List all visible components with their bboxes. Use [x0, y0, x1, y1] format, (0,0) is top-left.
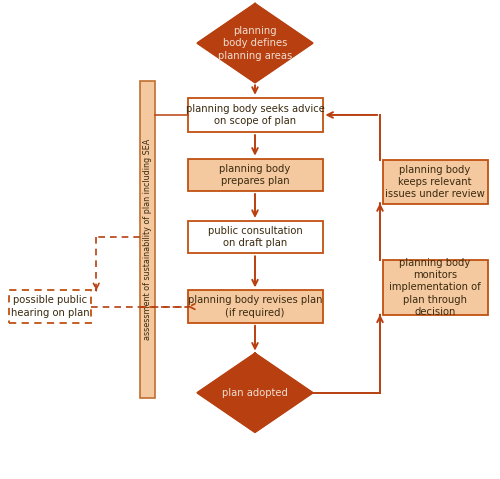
Text: planning body
monitors
implementation of
plan through
decision: planning body monitors implementation of… — [389, 258, 481, 317]
FancyBboxPatch shape — [188, 98, 322, 132]
FancyBboxPatch shape — [140, 81, 155, 398]
Text: plan adopted: plan adopted — [222, 388, 288, 398]
Polygon shape — [198, 354, 312, 432]
Text: planning body
keeps relevant
issues under review: planning body keeps relevant issues unde… — [385, 165, 485, 199]
FancyBboxPatch shape — [382, 260, 488, 315]
Text: possible public
hearing on plan: possible public hearing on plan — [10, 296, 90, 318]
Text: planning body
prepares plan: planning body prepares plan — [220, 164, 290, 186]
FancyBboxPatch shape — [188, 290, 322, 323]
Text: planning body seeks advice
on scope of plan: planning body seeks advice on scope of p… — [186, 104, 324, 126]
FancyBboxPatch shape — [9, 290, 91, 323]
Text: public consultation
on draft plan: public consultation on draft plan — [208, 226, 302, 248]
Polygon shape — [198, 4, 312, 82]
Text: assessment of sustainability of plan including SEA: assessment of sustainability of plan inc… — [143, 139, 152, 340]
FancyBboxPatch shape — [382, 160, 488, 204]
FancyBboxPatch shape — [188, 221, 322, 253]
Text: planning body revises plan
(if required): planning body revises plan (if required) — [188, 296, 322, 318]
FancyBboxPatch shape — [188, 159, 322, 191]
Text: planning
body defines
planning areas: planning body defines planning areas — [218, 26, 292, 60]
